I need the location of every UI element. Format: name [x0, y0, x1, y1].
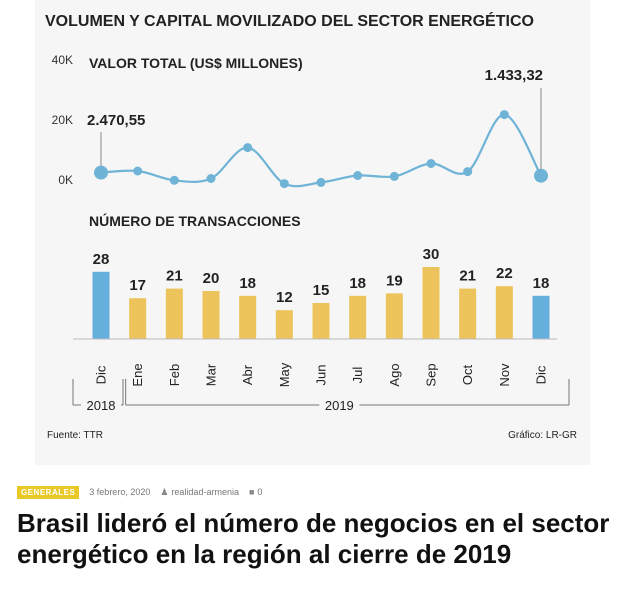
month-label: Abr — [240, 364, 255, 385]
month-label: Jun — [314, 365, 329, 386]
transaction-bar — [312, 303, 330, 339]
line-point — [133, 166, 143, 176]
y-tick-label: 40K — [52, 53, 73, 67]
bar-value-label: 22 — [496, 265, 513, 282]
bar-value-label: 21 — [459, 268, 476, 285]
author-meta[interactable]: ♟ realidad-armenia — [160, 487, 239, 498]
line-point — [243, 143, 253, 153]
comment-icon: ■ — [248, 487, 255, 497]
transaction-bar — [459, 288, 477, 339]
line-point — [279, 179, 289, 189]
chart-card: VOLUMEN Y CAPITAL MOVILIZADO DEL SECTOR … — [35, 0, 590, 465]
transaction-bar — [129, 298, 147, 339]
source-label: Fuente: TTR — [47, 430, 103, 441]
comments-count[interactable]: 0 — [257, 487, 263, 497]
transaction-bar — [532, 295, 550, 339]
month-label: Feb — [167, 364, 182, 386]
line-data-label: 1.433,32 — [485, 67, 543, 84]
line-point — [499, 110, 509, 120]
month-label: Ene — [130, 363, 145, 386]
month-label: Ago — [387, 363, 402, 386]
month-label: Dic — [534, 365, 549, 384]
line-point — [94, 165, 108, 180]
category-badge[interactable]: GENERALES — [17, 485, 80, 499]
transaction-bar — [239, 295, 257, 339]
bar-value-label: 30 — [423, 246, 440, 263]
month-label: Sep — [424, 363, 439, 386]
bar-value-label: 17 — [129, 277, 146, 294]
transaction-bar — [349, 295, 367, 339]
y-tick-label: 0K — [58, 173, 73, 187]
chart-svg: VOLUMEN Y CAPITAL MOVILIZADO DEL SECTOR … — [45, 11, 577, 441]
line-point — [353, 171, 363, 180]
bar-value-label: 12 — [276, 289, 293, 306]
line-point — [463, 167, 473, 177]
user-icon: ♟ — [160, 486, 169, 497]
line-data-label: 2.470,55 — [87, 112, 145, 129]
line-point — [206, 174, 216, 183]
date-text: 3 febrero, 2020 — [89, 487, 151, 497]
transaction-bar — [165, 288, 183, 339]
month-label: Jul — [350, 367, 365, 384]
date-meta: 3 febrero, 2020 — [89, 487, 150, 497]
line-point — [426, 159, 436, 168]
line-point — [389, 171, 399, 181]
month-label: Mar — [204, 363, 219, 386]
bar-value-label: 28 — [93, 251, 110, 268]
bar-value-label: 19 — [386, 272, 403, 289]
month-label: Oct — [460, 365, 475, 386]
month-label: Nov — [497, 363, 512, 387]
line-point — [316, 177, 326, 187]
bar-value-label: 21 — [166, 268, 183, 285]
bar-value-label: 18 — [533, 275, 550, 292]
transaction-bar — [495, 286, 513, 339]
comments-meta[interactable]: ■ 0 — [249, 487, 262, 497]
bar-value-label: 15 — [313, 282, 330, 299]
chart-title: VOLUMEN Y CAPITAL MOVILIZADO DEL SECTOR … — [45, 11, 534, 30]
value-line — [100, 113, 542, 188]
author-text[interactable]: realidad-armenia — [171, 487, 239, 497]
article-title[interactable]: Brasil lideró el número de negocios en e… — [17, 508, 610, 569]
month-label: May — [277, 362, 292, 387]
year-label: 2018 — [87, 398, 116, 413]
bar-value-label: 18 — [349, 275, 366, 292]
credit-label: Gráfico: LR-GR — [508, 430, 577, 441]
line-chart-title: VALOR TOTAL (US$ MILLONES) — [89, 55, 303, 71]
transaction-bar — [275, 310, 293, 339]
bar-chart-title: NÚMERO DE TRANSACCIONES — [89, 212, 301, 229]
bar-value-label: 18 — [239, 275, 256, 292]
article-meta: GENERALES 3 febrero, 2020 ♟ realidad-arm… — [17, 485, 262, 499]
bar-value-label: 20 — [203, 270, 220, 287]
transaction-bar — [92, 271, 110, 339]
y-tick-label: 20K — [52, 113, 73, 127]
line-point — [534, 168, 548, 183]
transaction-bar — [385, 293, 403, 339]
year-label: 2019 — [325, 398, 354, 413]
line-point — [169, 175, 179, 185]
month-label: Dic — [94, 365, 109, 384]
transaction-bar — [202, 291, 220, 339]
transaction-bar — [422, 267, 440, 339]
